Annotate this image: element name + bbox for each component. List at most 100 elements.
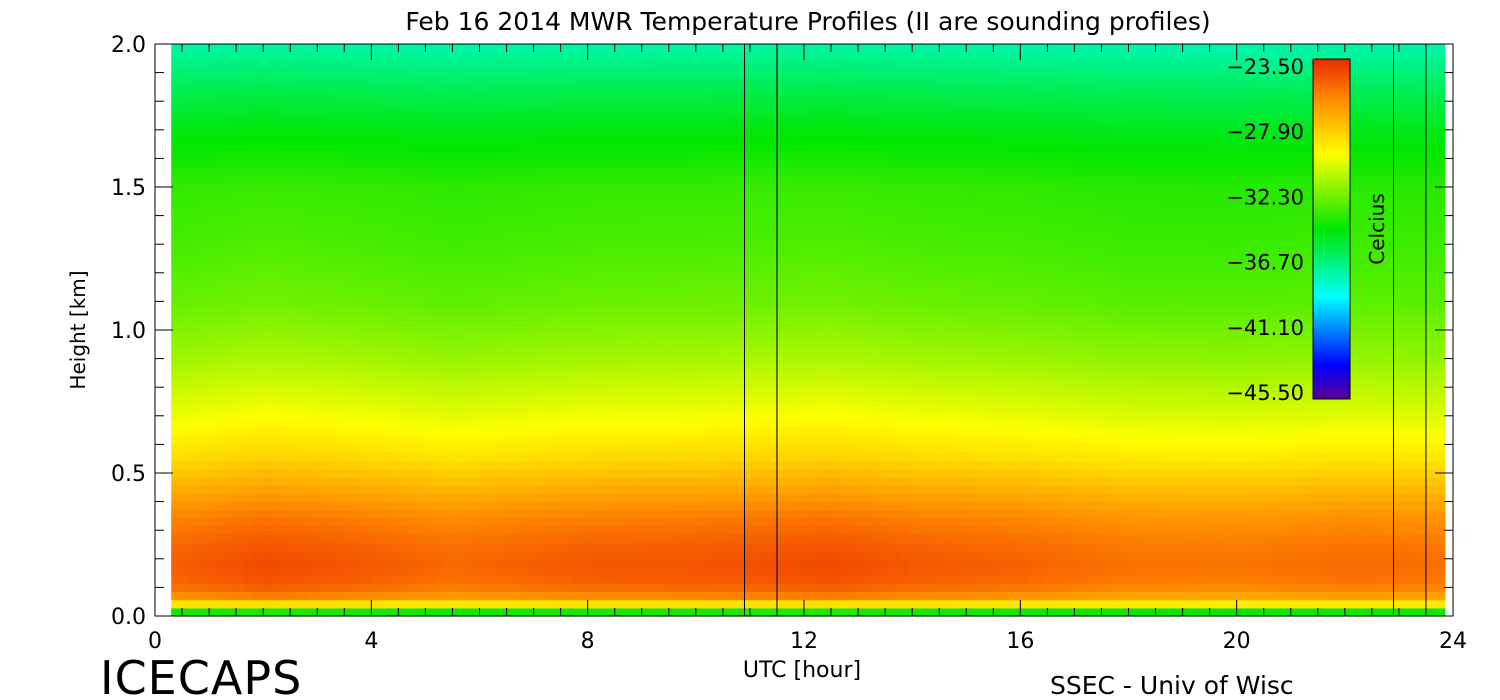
heatmap-cell [480, 313, 491, 323]
heatmap-cell [453, 338, 463, 347]
heatmap-cell [544, 428, 554, 437]
heatmap-cell [680, 362, 691, 372]
heatmap-cell [353, 607, 363, 617]
heatmap-cell [307, 182, 318, 192]
heatmap-cell [635, 330, 645, 339]
heatmap-cell [307, 280, 318, 290]
heatmap-cell [216, 93, 227, 102]
heatmap-cell [808, 493, 818, 503]
heatmap-cell [316, 419, 327, 429]
heatmap-cell [544, 272, 554, 282]
heatmap-cell [171, 182, 181, 192]
heatmap-cell [334, 362, 345, 372]
heatmap-cell [489, 248, 500, 258]
heatmap-cell [389, 362, 400, 372]
heatmap-cell [498, 403, 509, 413]
heatmap-cell [380, 428, 391, 437]
heatmap-cell [798, 419, 809, 429]
heatmap-cell [234, 215, 245, 225]
heatmap-cell [280, 575, 291, 584]
heatmap-cell [516, 468, 527, 478]
heatmap-cell [571, 460, 582, 470]
heatmap-cell [653, 558, 664, 568]
heatmap-cell [298, 468, 309, 478]
heatmap-cell [416, 248, 427, 258]
heatmap-cell [580, 485, 591, 495]
heatmap-cell [762, 125, 773, 135]
heatmap-cell [571, 558, 582, 568]
heatmap-cell [753, 207, 764, 217]
heatmap-cell [635, 501, 645, 511]
heatmap-cell [425, 542, 436, 552]
heatmap-cell [216, 460, 227, 470]
heatmap-cell [380, 117, 391, 127]
heatmap-cell [371, 191, 382, 200]
heatmap-cell [371, 509, 382, 519]
heatmap-cell [780, 526, 791, 535]
heatmap-cell [316, 240, 327, 249]
heatmap-cell [735, 395, 745, 405]
heatmap-cell [398, 84, 409, 94]
heatmap-cell [607, 338, 618, 347]
heatmap-cell [353, 419, 363, 429]
heatmap-cell [407, 182, 418, 192]
heatmap-cell [471, 166, 482, 176]
heatmap-cell [280, 158, 291, 168]
heatmap-cell [316, 158, 327, 168]
heatmap-cell [371, 338, 382, 347]
heatmap-cell [316, 395, 327, 405]
heatmap-cell [526, 223, 536, 233]
heatmap-cell [389, 101, 400, 110]
heatmap-cell [344, 84, 354, 94]
heatmap-cell [607, 264, 618, 274]
heatmap-cell [344, 338, 354, 347]
heatmap-cell [753, 468, 764, 478]
heatmap-cell [507, 460, 518, 470]
heatmap-cell [707, 526, 718, 535]
heatmap-cell [626, 534, 636, 544]
heatmap-cell [635, 191, 645, 200]
heatmap-cell [425, 321, 436, 331]
heatmap-cell [562, 452, 573, 462]
heatmap-cell [362, 174, 372, 184]
heatmap-cell [626, 231, 636, 241]
heatmap-cell [762, 117, 773, 127]
heatmap-cell [307, 370, 318, 380]
heatmap-cell [225, 362, 236, 372]
heatmap-cell [207, 280, 218, 290]
heatmap-cell [234, 509, 245, 519]
heatmap-cell [680, 207, 691, 217]
heatmap-cell [544, 370, 554, 380]
heatmap-cell [626, 452, 636, 462]
heatmap-cell [535, 272, 545, 282]
heatmap-cell [726, 436, 736, 445]
heatmap-cell [253, 379, 263, 388]
heatmap-cell [780, 223, 791, 233]
heatmap-cell [798, 231, 809, 241]
heatmap-cell [553, 485, 564, 495]
heatmap-cell [707, 338, 718, 347]
heatmap-cell [526, 272, 536, 282]
heatmap-cell [780, 607, 791, 617]
heatmap-cell [262, 395, 272, 405]
heatmap-cell [453, 305, 463, 315]
heatmap-cell [744, 289, 755, 298]
heatmap-cell [680, 272, 691, 282]
heatmap-cell [298, 166, 309, 176]
heatmap-cell [234, 501, 245, 511]
heatmap-cell [489, 313, 500, 323]
heatmap-cell [498, 231, 509, 241]
heatmap-cell [216, 501, 227, 511]
heatmap-cell [589, 207, 600, 217]
heatmap-cell [680, 231, 691, 241]
heatmap-cell [798, 256, 809, 266]
heatmap-cell [189, 566, 200, 576]
heatmap-cell [416, 468, 427, 478]
heatmap-cell [789, 231, 800, 241]
heatmap-cell [571, 330, 582, 339]
heatmap-cell [798, 313, 809, 323]
heatmap-cell [562, 460, 573, 470]
heatmap-cell [662, 182, 673, 192]
heatmap-cell [344, 305, 354, 315]
heatmap-cell [780, 125, 791, 135]
